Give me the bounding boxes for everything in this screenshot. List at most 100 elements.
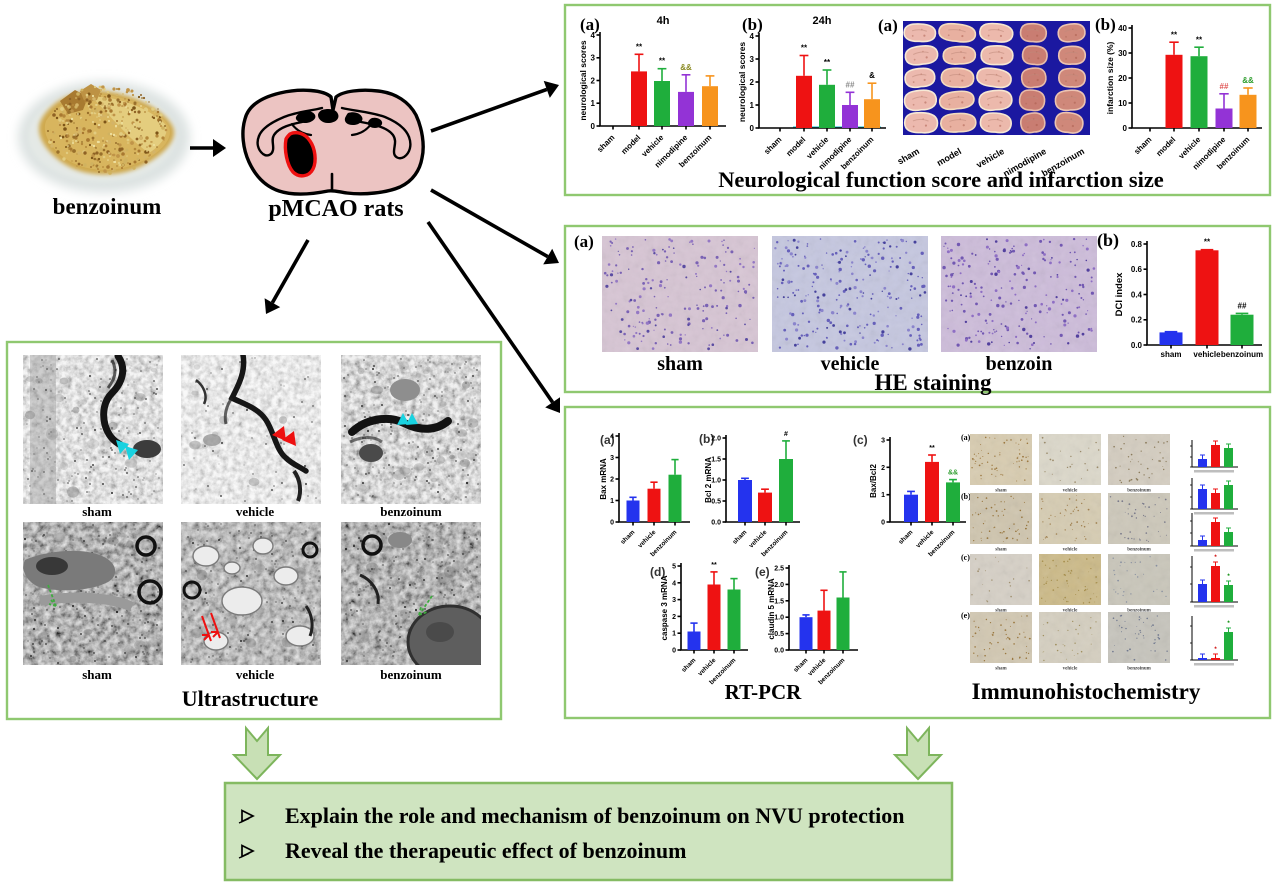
svg-text:&: &: [869, 71, 875, 80]
svg-text:Reveal the therapeutic effect: Reveal the therapeutic effect of benzoin…: [285, 838, 686, 863]
svg-text:caspase 3 mRNA: caspase 3 mRNA: [660, 575, 669, 640]
svg-text:neurological scores: neurological scores: [737, 42, 747, 123]
svg-text:4: 4: [672, 580, 676, 587]
svg-text:(e): (e): [755, 565, 770, 579]
svg-text:benzoinum: benzoinum: [1127, 489, 1151, 494]
svg-text:0.0: 0.0: [711, 520, 721, 527]
svg-text:(b): (b): [699, 432, 714, 446]
svg-text:1: 1: [750, 101, 755, 110]
svg-text:vehicle: vehicle: [236, 504, 274, 519]
svg-text:4h: 4h: [657, 15, 670, 27]
svg-text:HE staining: HE staining: [875, 370, 992, 395]
svg-text:vehicle: vehicle: [1063, 667, 1078, 672]
svg-text:4: 4: [610, 434, 614, 441]
svg-text:1: 1: [591, 99, 596, 108]
svg-text:RT-PCR: RT-PCR: [725, 680, 802, 704]
svg-text:#: #: [784, 431, 788, 438]
svg-text:(a): (a): [600, 433, 615, 447]
svg-text:3: 3: [881, 438, 885, 445]
svg-text:sham: sham: [995, 609, 1007, 614]
svg-text:**: **: [1171, 30, 1178, 39]
svg-text:2: 2: [750, 78, 755, 87]
svg-text:1: 1: [672, 631, 676, 638]
svg-text:vehicle: vehicle: [1063, 489, 1078, 494]
svg-text:(a): (a): [580, 15, 600, 34]
svg-text:sham: sham: [995, 667, 1007, 672]
svg-text:benzoinum: benzoinum: [1127, 667, 1151, 672]
svg-text:30: 30: [1118, 49, 1127, 58]
svg-text:0: 0: [750, 124, 755, 133]
svg-text:sham: sham: [995, 489, 1007, 494]
svg-text:Ultrastructure: Ultrastructure: [182, 686, 319, 711]
svg-text:benzoinum: benzoinum: [1127, 609, 1151, 614]
svg-text:sham: sham: [657, 353, 703, 375]
svg-text:vehicle: vehicle: [1063, 609, 1078, 614]
svg-text:2: 2: [881, 465, 885, 472]
svg-text:benzoinum: benzoinum: [53, 194, 162, 219]
svg-text:**: **: [659, 57, 666, 66]
svg-text:sham: sham: [1161, 350, 1182, 359]
svg-text:0.0: 0.0: [1131, 341, 1143, 350]
svg-text:benzoinum: benzoinum: [380, 667, 442, 682]
svg-text:3: 3: [591, 54, 596, 63]
svg-text:**: **: [636, 42, 643, 51]
svg-text:0: 0: [610, 520, 614, 527]
svg-text:(c): (c): [961, 553, 970, 562]
svg-text:10: 10: [1118, 99, 1127, 108]
svg-text:2: 2: [610, 477, 614, 484]
svg-text:Bcl 2 mRNA: Bcl 2 mRNA: [704, 457, 713, 503]
svg-text:0.6: 0.6: [1131, 265, 1143, 274]
svg-text:0.0: 0.0: [774, 648, 784, 655]
svg-text:(b): (b): [1095, 15, 1116, 34]
svg-text:**: **: [1196, 35, 1203, 44]
svg-text:benzoinum: benzoinum: [1221, 350, 1263, 359]
svg-text:vehicle: vehicle: [1063, 548, 1078, 553]
svg-text:**: **: [1204, 238, 1211, 247]
svg-text:3: 3: [750, 55, 755, 64]
svg-text:24h: 24h: [813, 15, 832, 27]
svg-text:Neurological function score an: Neurological function score and infarcti…: [718, 167, 1164, 192]
svg-text:0.4: 0.4: [1131, 290, 1143, 299]
svg-text:40: 40: [1118, 24, 1127, 33]
svg-text:Explain the role and mechanism: Explain the role and mechanism of benzoi…: [285, 803, 905, 828]
svg-text:2.0: 2.0: [774, 582, 784, 589]
svg-text:sham: sham: [82, 504, 112, 519]
svg-text:1: 1: [881, 492, 885, 499]
svg-text:vehicle: vehicle: [1193, 350, 1221, 359]
svg-text:(b): (b): [1097, 230, 1119, 251]
svg-text:3: 3: [610, 455, 614, 462]
svg-text:(b): (b): [961, 492, 971, 501]
svg-text:2: 2: [591, 76, 596, 85]
svg-text:*: *: [1227, 621, 1230, 627]
svg-text:DCI index: DCI index: [1114, 272, 1125, 317]
svg-text:##: ##: [1220, 82, 1229, 91]
svg-text:Bax/Bcl2: Bax/Bcl2: [869, 464, 878, 498]
svg-text:(d): (d): [650, 565, 665, 579]
svg-text:benzoinum: benzoinum: [380, 504, 442, 519]
svg-text:(c): (c): [853, 433, 868, 447]
svg-text:vehicle: vehicle: [236, 667, 274, 682]
svg-text:3: 3: [672, 597, 676, 604]
svg-text:sham: sham: [82, 667, 112, 682]
svg-text:**: **: [711, 562, 717, 569]
svg-text:infarction size (%): infarction size (%): [1105, 41, 1115, 114]
svg-text:20: 20: [1118, 74, 1127, 83]
svg-text:Bax mRNA: Bax mRNA: [599, 458, 608, 500]
svg-text:claudin 5 mRNA: claudin 5 mRNA: [767, 578, 776, 640]
svg-text:0: 0: [591, 122, 596, 131]
svg-text:0.5: 0.5: [711, 499, 721, 506]
svg-text:1: 1: [610, 498, 614, 505]
svg-text:0: 0: [1123, 124, 1128, 133]
svg-text:0.2: 0.2: [1131, 316, 1143, 325]
svg-text:pMCAO rats: pMCAO rats: [268, 196, 403, 222]
svg-text:&&: &&: [680, 63, 692, 72]
svg-text:1.0: 1.0: [711, 478, 721, 485]
svg-text:0.5: 0.5: [774, 631, 784, 638]
svg-text:benzoin: benzoin: [986, 353, 1053, 375]
svg-text:*: *: [1214, 647, 1217, 653]
svg-text:##: ##: [846, 80, 855, 89]
svg-text:##: ##: [1238, 301, 1247, 310]
svg-text:**: **: [801, 44, 808, 53]
svg-text:benzoinum: benzoinum: [1127, 548, 1151, 553]
svg-text:(e): (e): [961, 611, 970, 620]
